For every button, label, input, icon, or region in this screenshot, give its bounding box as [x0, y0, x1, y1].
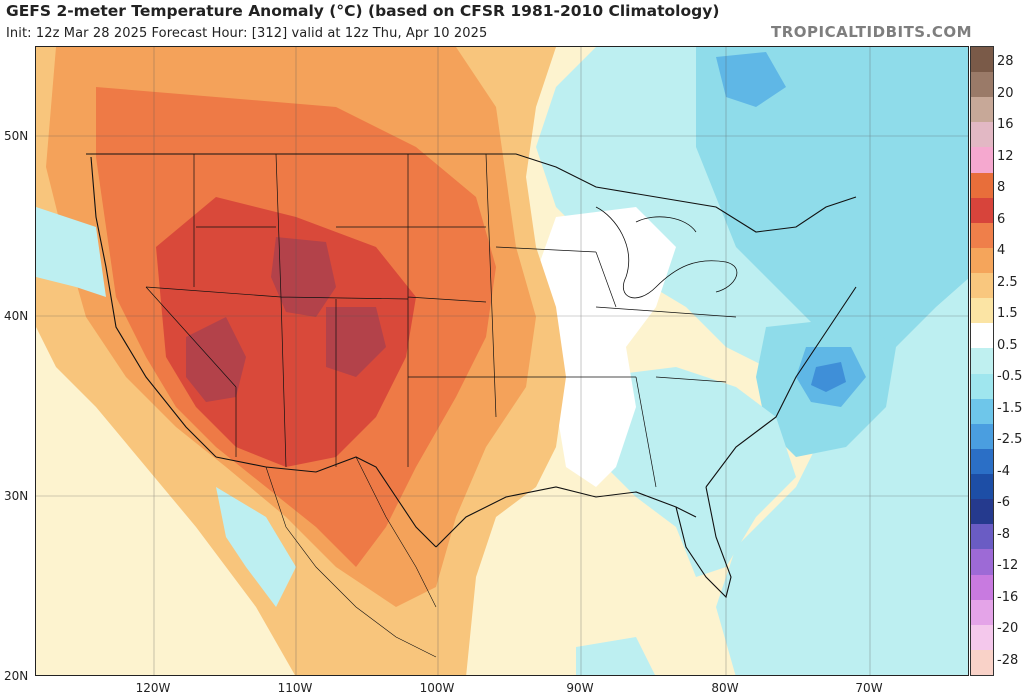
- colorbar-swatch: [971, 599, 993, 626]
- state-lines: [145, 153, 737, 488]
- colorbar-swatch: [971, 47, 993, 73]
- map-subtitle: Init: 12z Mar 28 2025 Forecast Hour: [31…: [6, 26, 488, 41]
- gulf-coast: [435, 486, 697, 548]
- colorbar-label: -6: [997, 495, 1010, 510]
- colorbar-swatch: [971, 348, 993, 375]
- colorbar-swatch: [971, 423, 993, 450]
- colorbar-label: 16: [997, 117, 1014, 132]
- colorbar-label: 8: [997, 180, 1006, 195]
- florida: [675, 486, 732, 599]
- colorbar-label: -4: [997, 463, 1010, 479]
- colorbar-label: -2.5: [997, 432, 1023, 447]
- cold-field-hudson: [716, 52, 786, 107]
- map-canvas: [36, 47, 968, 675]
- lat-label-50n: 50N: [4, 129, 29, 143]
- lon-label-90w: 90W: [566, 681, 594, 695]
- lon-label-100w: 100W: [419, 681, 455, 695]
- colorbar-swatch: [971, 323, 993, 349]
- neutral-field-central: [531, 207, 676, 487]
- hot-core-west: [186, 317, 246, 402]
- colorbar-label: -12: [997, 558, 1019, 573]
- colorbar-swatch: [971, 273, 993, 299]
- cool-field-gulf-yucatan: [576, 637, 655, 675]
- colorbar-label: -28: [997, 652, 1019, 668]
- colorbar-swatch: [971, 97, 993, 123]
- colorbar-swatch: [971, 649, 993, 676]
- us-west-coast: [90, 156, 217, 458]
- lon-label-110w: 110W: [277, 681, 313, 695]
- east-coast: [705, 286, 857, 488]
- us-canada-border: [86, 153, 857, 233]
- colorbar-swatch: [971, 222, 993, 249]
- mexico-interior: [265, 456, 437, 658]
- lat-label-30n: 30N: [4, 489, 29, 503]
- lon-label-70w: 70W: [855, 681, 883, 695]
- temperature-anomaly-map: [35, 46, 969, 676]
- colorbar-swatch: [971, 624, 993, 651]
- colorbar-label: 12: [997, 148, 1014, 164]
- colder-core-atlantic: [811, 362, 846, 392]
- colorbar-label: 0.5: [997, 337, 1018, 353]
- political-boundaries: [86, 153, 857, 658]
- us-mexico-border: [215, 456, 437, 548]
- colorbar-swatch: [971, 122, 993, 148]
- colorbar-swatch: [971, 247, 993, 274]
- colorbar-label: 1.5: [997, 306, 1018, 321]
- cool-field-pacific: [36, 207, 106, 297]
- colorbar-swatch: [971, 147, 993, 174]
- colorbar-label: 6: [997, 211, 1006, 227]
- colorbar-label: 2.5: [997, 274, 1018, 290]
- colorbar-label: -16: [997, 589, 1019, 605]
- cool-field-east-mid: [696, 47, 968, 347]
- colorbar-swatch: [971, 172, 993, 199]
- colorbar-swatch: [971, 298, 993, 324]
- graticule: [36, 47, 968, 675]
- map-title: GEFS 2-meter Temperature Anomaly (°C) (b…: [6, 2, 720, 20]
- brand-watermark: TROPICALTIDBITS.COM: [771, 23, 972, 41]
- lat-label-20n: 20N: [4, 669, 29, 683]
- cool-field-baja: [216, 487, 296, 607]
- colorbar-swatch: [971, 499, 993, 525]
- lon-label-80w: 80W: [711, 681, 739, 695]
- colorbar-swatch: [971, 524, 993, 550]
- lat-label-40n: 40N: [4, 309, 29, 323]
- colorbar-swatch: [971, 197, 993, 224]
- lon-label-120w: 120W: [135, 681, 171, 695]
- colorbar-swatch: [971, 448, 993, 475]
- hot-core-colorado: [326, 307, 386, 377]
- colorbar-label: -8: [997, 526, 1010, 542]
- colorbar-swatch: [971, 574, 993, 601]
- great-lakes: [595, 206, 738, 299]
- colorbar-label: 20: [997, 85, 1014, 101]
- cool-field-southeast: [596, 367, 796, 577]
- colorbar-label: -0.5: [997, 369, 1023, 384]
- colorbar-swatch: [971, 72, 993, 98]
- colorbar-swatch: [971, 373, 993, 400]
- colorbar-swatch: [971, 549, 993, 575]
- colorbar-swatch: [971, 474, 993, 500]
- colorbar-label: -1.5: [997, 400, 1023, 416]
- colorbar-swatch: [971, 398, 993, 425]
- colorbar: [970, 46, 994, 676]
- colorbar-label: -20: [997, 621, 1019, 636]
- colorbar-label: 4: [997, 243, 1006, 258]
- colorbar-label: 28: [997, 54, 1014, 69]
